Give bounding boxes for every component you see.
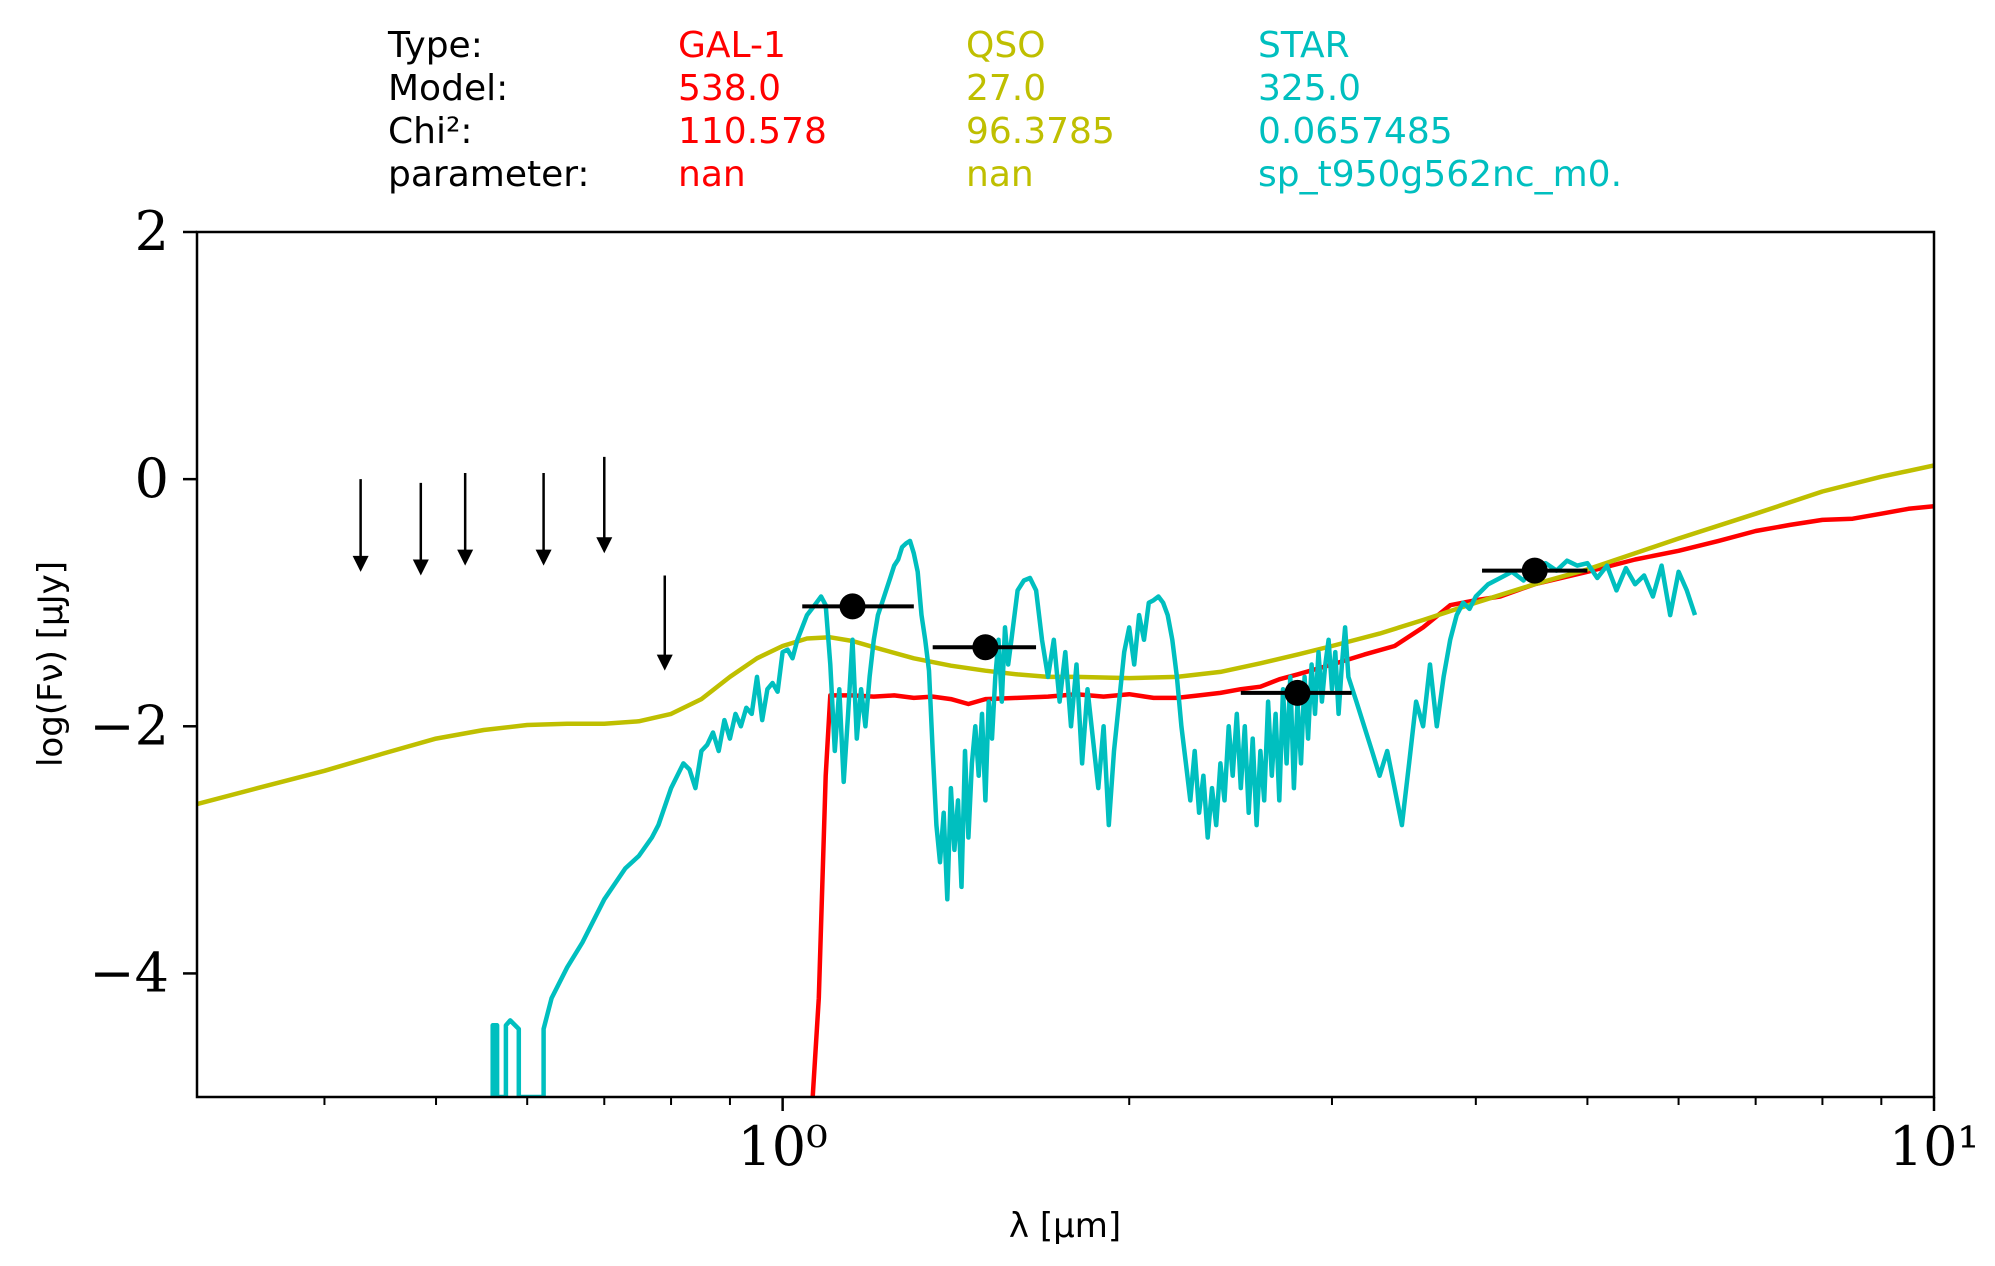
- upper-limit-arrow-head: [457, 549, 474, 566]
- qso-model: 27.0: [966, 68, 1046, 109]
- qso-parameter: nan: [966, 154, 1034, 195]
- star-model: 325.0: [1258, 68, 1361, 109]
- upper-limit-arrow-head: [596, 537, 613, 554]
- qso-chi2: 96.3785: [966, 111, 1115, 152]
- series-line-star: [490, 538, 1698, 1097]
- photometry-point: [1521, 557, 1548, 584]
- photometry-point: [1284, 679, 1311, 706]
- row-label-parameter: parameter:: [388, 154, 590, 195]
- y-tick-label: −4: [89, 941, 169, 1004]
- gal-model: 538.0: [678, 68, 781, 109]
- gal-chi2: 110.578: [678, 111, 827, 152]
- y-tick-label: 0: [135, 447, 169, 510]
- series-line-gal-1: [810, 504, 1934, 1097]
- gal-parameter: nan: [678, 154, 746, 195]
- qso-type: QSO: [966, 25, 1046, 66]
- star-type: STAR: [1258, 25, 1350, 66]
- photometry-point: [839, 593, 866, 620]
- star-chi2: 0.0657485: [1258, 111, 1453, 152]
- row-label-model: Model:: [388, 68, 508, 109]
- star-parameter: sp_t950g562nc_m0.: [1258, 154, 1622, 195]
- row-label-chi2: Chi²:: [388, 111, 473, 152]
- photometry-layer: [352, 456, 1588, 706]
- x-tick-label: 10¹: [1889, 1115, 1979, 1178]
- y-axis-label: log(Fν) [μJy]: [31, 561, 71, 767]
- model-info-table: Type: Model: Chi²: parameter: GAL-1 538.…: [387, 25, 1622, 195]
- axis-ticks: 10⁰ 10¹ 2 0 −2 −4: [89, 200, 1979, 1178]
- x-tick-label: 10⁰: [737, 1115, 827, 1178]
- axes-frame: [195, 230, 1936, 1099]
- upper-limit-arrow-head: [412, 559, 429, 576]
- photometry-point: [972, 634, 999, 661]
- x-axis-label: λ [μm]: [1009, 1206, 1121, 1246]
- series-line-qso: [197, 463, 1934, 807]
- upper-limit-arrow-head: [656, 654, 673, 671]
- gal-type: GAL-1: [678, 25, 786, 66]
- y-tick-label: 2: [135, 200, 169, 263]
- upper-limit-arrow-head: [352, 555, 369, 572]
- series-layer: [197, 463, 1934, 1097]
- upper-limit-arrow-head: [535, 549, 552, 566]
- row-label-type: Type:: [387, 25, 483, 66]
- y-tick-label: −2: [89, 694, 169, 757]
